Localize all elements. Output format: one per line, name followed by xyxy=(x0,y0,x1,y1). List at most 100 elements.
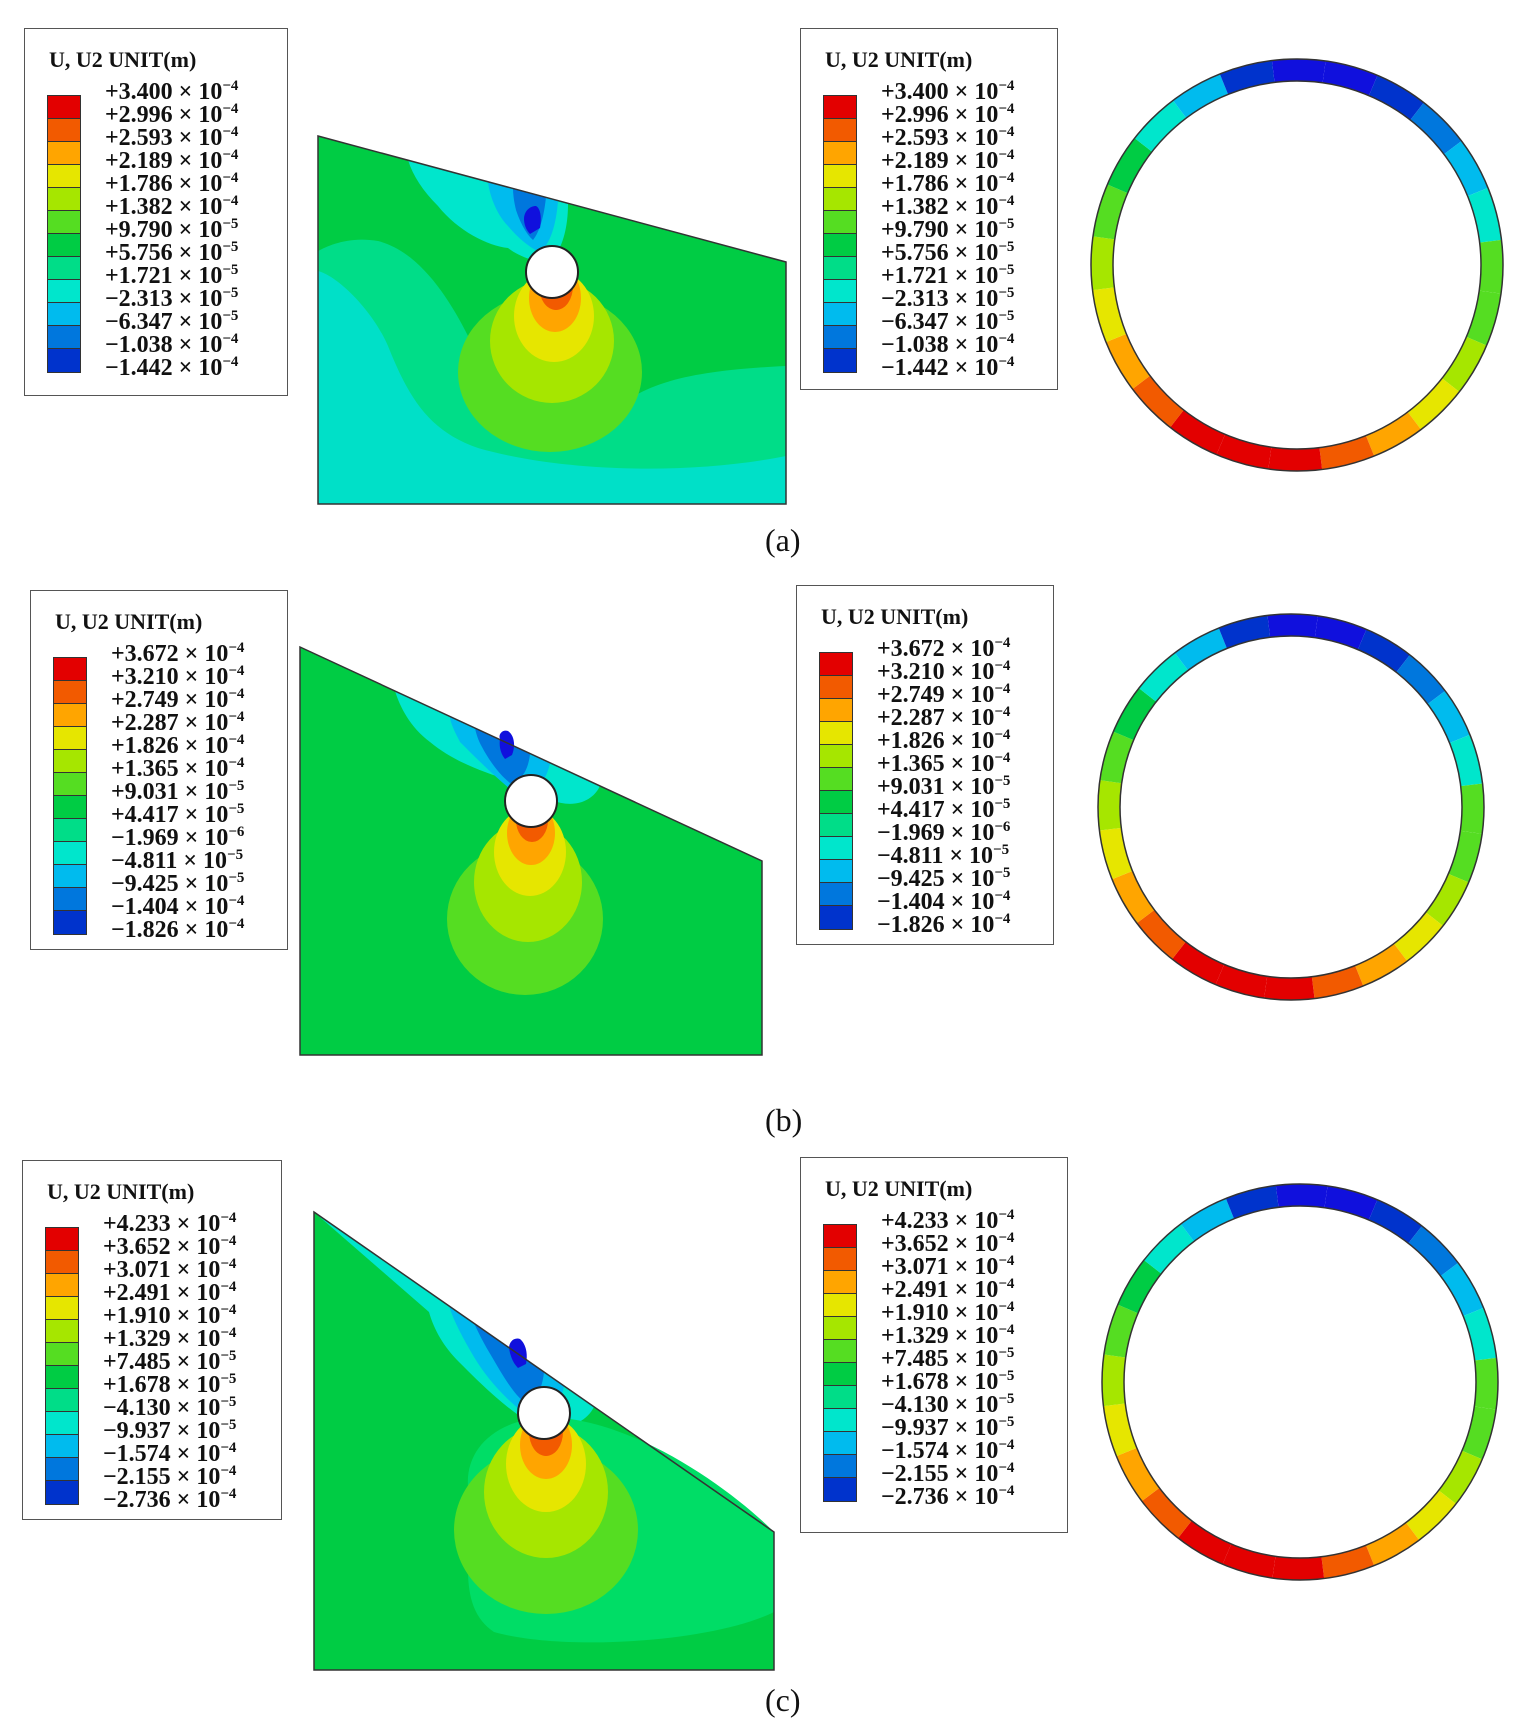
legend-value-mantissa: +1.910 × 10 xyxy=(881,1300,999,1326)
legend-title: U, U2 UNIT(m) xyxy=(49,47,197,72)
color-bar-cell xyxy=(54,865,86,888)
color-bar-cell xyxy=(54,911,86,934)
legend-value: +3.210 × 10−4 xyxy=(877,659,1010,685)
legend-value-mantissa: +1.365 × 10 xyxy=(877,751,995,777)
color-bar-cell xyxy=(824,1478,856,1501)
legend-value-exponent: −4 xyxy=(998,78,1015,94)
legend-value-mantissa: +1.365 × 10 xyxy=(111,756,229,782)
color-bar-cell xyxy=(48,326,80,349)
legend-value-exponent: −4 xyxy=(998,331,1015,347)
legend-value-mantissa: −9.425 × 10 xyxy=(877,866,995,892)
ring-segment xyxy=(1438,1450,1483,1504)
legend-value: +9.031 × 10−5 xyxy=(111,778,245,805)
ring-segment xyxy=(1173,74,1229,119)
legend-value: −1.969 × 10−6 xyxy=(877,820,1010,846)
legend-value-mantissa: +1.329 × 10 xyxy=(103,1326,221,1352)
legend-value-exponent: −4 xyxy=(222,101,239,117)
slope-contour-a xyxy=(317,135,787,505)
legend-value-mantissa: +1.678 × 10 xyxy=(103,1372,221,1398)
legend-value-exponent: −4 xyxy=(222,147,239,163)
legend-value: −2.155 × 10−4 xyxy=(881,1461,1014,1487)
legend-value: +3.652 × 10−4 xyxy=(881,1231,1014,1257)
legend-title: U, U2 UNIT(m) xyxy=(55,609,203,634)
legend-value: +1.382 × 10−4 xyxy=(105,194,238,220)
legend-value-exponent: −5 xyxy=(227,847,244,863)
color-bar-cell xyxy=(824,349,856,372)
ring-segment xyxy=(1355,943,1408,986)
legend-value-exponent: −4 xyxy=(222,331,239,347)
legend-value-exponent: −4 xyxy=(220,1463,237,1479)
legend-value: −2.313 × 10−5 xyxy=(105,286,238,312)
legend-value-exponent: −4 xyxy=(998,1437,1015,1453)
legend-value: −1.404 × 10−4 xyxy=(877,889,1010,915)
legend-value-mantissa: +2.189 × 10 xyxy=(105,148,223,174)
legend-value-mantissa: +2.287 × 10 xyxy=(877,705,995,731)
legend-value-mantissa: +1.826 × 10 xyxy=(877,728,995,754)
legend-value-exponent: −4 xyxy=(998,1253,1015,1269)
legend-value-exponent: −5 xyxy=(220,1371,237,1387)
color-bar-cell xyxy=(48,96,80,119)
legend-value-exponent: −4 xyxy=(998,124,1015,140)
legend-value-exponent: −5 xyxy=(228,778,245,794)
color-bar-cell xyxy=(54,681,86,704)
color-bar-cell xyxy=(48,349,80,372)
ring-segment xyxy=(1275,1184,1328,1208)
legend-value: +1.382 × 10−4 xyxy=(881,194,1014,220)
legend-value: +2.593 × 10−4 xyxy=(881,124,1015,151)
legend-value-exponent: −4 xyxy=(994,727,1011,743)
color-bar xyxy=(45,1227,79,1505)
legend-value-mantissa: −2.313 × 10 xyxy=(881,286,999,312)
ring-segment xyxy=(1099,731,1134,784)
legend-labels: +4.233 × 10−4 +3.652 × 10−4 +3.071 × 10−4 +… xyxy=(103,1211,237,1513)
legend-value: +2.491 × 10−4 xyxy=(881,1276,1015,1303)
ring-segment xyxy=(1271,59,1326,83)
color-bar-cell xyxy=(824,1248,856,1271)
legend-value: +1.329 × 10−4 xyxy=(103,1326,236,1352)
ring-segment xyxy=(1098,780,1122,831)
color-bar-cell xyxy=(48,188,80,211)
legend-value-mantissa: +3.210 × 10 xyxy=(877,659,995,685)
legend-value-exponent: −4 xyxy=(994,635,1011,651)
legend-value: −2.736 × 10−4 xyxy=(103,1486,237,1513)
legend-value: +2.996 × 10−4 xyxy=(105,101,239,128)
legend-value: +3.672 × 10−4 xyxy=(877,635,1011,662)
legend-value-mantissa: +9.031 × 10 xyxy=(111,779,229,805)
legend-value-mantissa: +3.071 × 10 xyxy=(103,1257,221,1283)
legend-value-mantissa: +9.031 × 10 xyxy=(877,774,995,800)
legend-value-exponent: −4 xyxy=(220,1279,237,1295)
legend-value: +2.593 × 10−4 xyxy=(105,125,238,151)
legend-value-exponent: −4 xyxy=(220,1486,237,1502)
legend-value-mantissa: +4.233 × 10 xyxy=(103,1211,221,1237)
ring-segment xyxy=(1407,378,1460,430)
color-bar-cell xyxy=(48,280,80,303)
legend-value-mantissa: −1.969 × 10 xyxy=(111,825,229,851)
legend-value-mantissa: +3.071 × 10 xyxy=(881,1254,999,1280)
color-bar-cell xyxy=(54,773,86,796)
ring-segment xyxy=(1357,629,1410,673)
color-bar-cell xyxy=(824,1409,856,1432)
legend-value-mantissa: +3.652 × 10 xyxy=(103,1234,221,1260)
legend-value-mantissa: −1.826 × 10 xyxy=(877,912,995,938)
legend-value: −2.313 × 10−5 xyxy=(881,286,1014,312)
legend-value: +1.329 × 10−4 xyxy=(881,1322,1015,1349)
slope-contour-b xyxy=(299,645,763,1056)
color-bar-cell xyxy=(46,1366,78,1389)
legend-value-exponent: −4 xyxy=(998,1322,1015,1338)
legend-value: +3.400 × 10−4 xyxy=(105,78,239,105)
color-bar-cell xyxy=(824,303,856,326)
legend-value-exponent: −4 xyxy=(222,78,239,94)
ring-outline xyxy=(1123,1205,1477,1559)
legend-value: +2.287 × 10−4 xyxy=(111,710,244,736)
legend-value-exponent: −4 xyxy=(998,170,1015,186)
legend-labels: +3.672 × 10−4 +3.210 × 10−4 +2.749 × 10−4 +… xyxy=(111,641,245,943)
ring-segment xyxy=(1322,61,1378,96)
color-bar-cell xyxy=(824,165,856,188)
ring-segment xyxy=(1368,1199,1422,1244)
legend-value-exponent: −4 xyxy=(228,893,245,909)
legend-value-exponent: −4 xyxy=(220,1233,237,1249)
legend-value-exponent: −4 xyxy=(998,1276,1015,1292)
legend-value-mantissa: −2.736 × 10 xyxy=(881,1484,999,1510)
legend-value-exponent: −4 xyxy=(998,354,1015,370)
color-bar-cell xyxy=(48,165,80,188)
legend-value: +4.417 × 10−5 xyxy=(111,802,244,828)
